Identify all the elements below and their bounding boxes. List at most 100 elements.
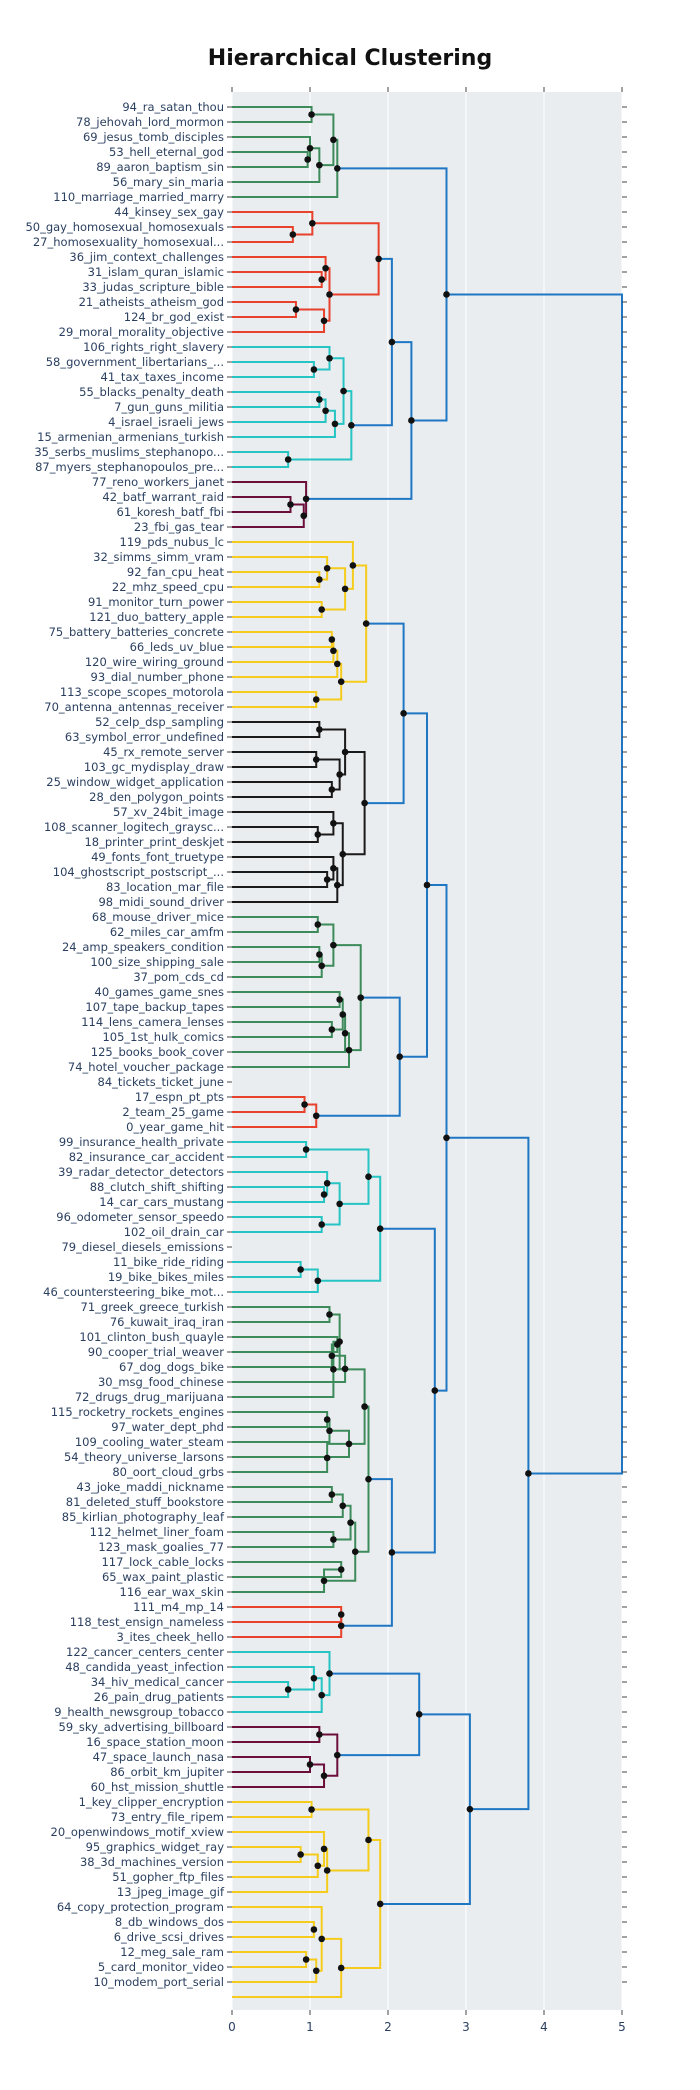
merge-node-I3: [320, 1772, 328, 1780]
leaf-label: 90_cooper_trial_weaver: [88, 1345, 224, 1359]
leaf-label: 0_year_game_hit: [126, 1120, 224, 1134]
merge-node-E3: [318, 962, 326, 970]
merge-node-D10: [334, 881, 341, 889]
leaf-label: 1_key_clipper_encryption: [79, 1795, 224, 1809]
merge-node-G15: [347, 1519, 354, 1526]
merge-node-G12: [328, 1491, 336, 1498]
leaf-label: 26_pain_drug_patients: [94, 1690, 224, 1704]
leaf-label: 100_size_shipping_sale: [90, 955, 224, 969]
merge-node-J13: [466, 1805, 474, 1813]
merge-node-J8: [302, 1956, 310, 1963]
merge-node-D3: [328, 786, 336, 793]
leaf-label: 50_gay_homosexual_homosexuals: [25, 220, 224, 234]
dendrogram-link-G21: [232, 1614, 343, 1638]
leaf-label: 43_joke_maddi_nickname: [76, 1480, 224, 1494]
merge-node-J1: [308, 1806, 315, 1813]
leaf-label: 101_clinton_bush_quayle: [79, 1330, 224, 1344]
merge-node-E10: [357, 994, 365, 1001]
leaf-label: 81_deleted_stuff_bookstore: [66, 1495, 224, 1509]
merge-node-D8: [323, 876, 331, 883]
leaf-label: 8_db_windows_dos: [115, 1915, 224, 1929]
merge-node-F9: [376, 1225, 384, 1233]
merge-node-E7: [339, 1011, 347, 1018]
leaf-label: 17_espn_pt_pts: [135, 1090, 224, 1104]
leaf-label: 94_ra_satan_thou: [122, 100, 224, 114]
leaf-label: 67_dog_dogs_bike: [119, 1360, 224, 1374]
leaf-label: 63_symbol_error_undefined: [65, 730, 224, 744]
leaf-label: 15_armenian_armenians_turkish: [37, 430, 224, 444]
merge-node-N: [375, 255, 382, 263]
leaf-label: 44_kinsey_sex_gay: [114, 205, 224, 219]
leaf-label: 72_drugs_drug_marijuana: [75, 1390, 224, 1404]
leaf-label: 12_meg_sale_ram: [120, 1945, 224, 1959]
leaf-label: 22_mhz_speed_cpu: [112, 580, 224, 594]
leaf-label: 103_gc_mydisplay_draw: [84, 760, 224, 774]
leaf-label: 122_cancer_centers_center: [66, 1645, 224, 1659]
merge-node-F8: [314, 1277, 322, 1285]
x-tick-label-0: 0: [228, 2020, 236, 2034]
merge-node-T: [340, 387, 347, 395]
merge-node-C3: [318, 606, 326, 613]
leaf-label: 33_judas_scripture_bible: [82, 280, 224, 294]
leaf-label: 65_wax_paint_plastic: [102, 1570, 224, 1584]
merge-node-D11: [339, 850, 347, 858]
leaf-label: 112_helmet_liner_foam: [90, 1525, 224, 1539]
merge-node-I1: [316, 1731, 323, 1738]
leaf-label: 10_modem_port_serial: [93, 1975, 224, 1989]
leaf-label: 21_atheists_atheism_god: [79, 295, 224, 309]
leaf-label: 37_pom_cds_cd: [133, 970, 224, 984]
leaf-label: 76_kuwait_iraq_iran: [110, 1315, 224, 1329]
merge-node-C9: [334, 660, 341, 668]
merge-node-G10: [323, 1454, 331, 1462]
leaf-label: 93_dial_number_phone: [91, 670, 225, 684]
merge-node-P: [326, 354, 333, 362]
leaf-label: 41_tax_taxes_income: [101, 370, 224, 384]
leaf-label: 35_serbs_muslims_stephanopo...: [34, 445, 224, 459]
merge-node-J6: [365, 1836, 372, 1844]
leaf-label: 30_msg_food_chinese: [98, 1375, 224, 1389]
leaf-label: 18_printer_print_deskjet: [84, 835, 224, 849]
merge-node-D1: [316, 726, 323, 733]
leaf-label: 89_aaron_baptism_sin: [96, 160, 224, 174]
leaf-label: 3_ites_cheek_hello: [116, 1630, 224, 1644]
leaf-label: 74_hotel_voucher_package: [68, 1060, 224, 1074]
merge-node-F6: [365, 1173, 372, 1180]
x-tick-label-5: 5: [618, 2020, 626, 2034]
merge-node-C7: [328, 636, 336, 643]
merge-node-E1: [314, 921, 322, 928]
merge-node-D4: [336, 771, 343, 778]
leaf-label: 96_odometer_sensor_speedo: [56, 1210, 224, 1224]
merge-node-C5: [349, 562, 357, 569]
leaf-label: 34_hiv_medical_cancer: [91, 1675, 225, 1689]
merge-node-E8: [341, 1029, 349, 1037]
merge-node-G16: [337, 1566, 345, 1573]
leaf-label: 36_jim_context_challenges: [69, 250, 224, 264]
leaf-label: 120_wire_wiring_ground: [85, 655, 224, 669]
merge-node-G14: [330, 1536, 337, 1543]
leaf-label: 16_space_station_moon: [86, 1735, 224, 1749]
merge-node-O: [310, 366, 318, 373]
merge-node-L: [320, 317, 328, 325]
x-tick-label-4: 4: [540, 2020, 548, 2034]
leaf-label: 32_simms_simm_vram: [93, 550, 224, 564]
merge-node-F4: [318, 1221, 326, 1228]
merge-node-G1: [326, 1311, 333, 1318]
merge-node-G18: [351, 1548, 359, 1555]
merge-node-J2: [297, 1851, 304, 1858]
leaf-label: 114_lens_camera_lenses: [81, 1015, 224, 1029]
merge-node-G17: [320, 1577, 328, 1585]
merge-node-J9: [312, 1967, 320, 1975]
leaf-label: 5_card_monitor_video: [98, 1960, 224, 1974]
merge-node-E: [330, 136, 337, 144]
merge-node-C: [306, 144, 314, 152]
leaf-label: 27_homosexuality_homosexual...: [33, 235, 224, 249]
leaf-label: 87_myers_stephanopoulos_pre...: [35, 460, 224, 474]
merge-node-C12: [362, 620, 370, 627]
merge-node-Y: [302, 495, 310, 503]
leaf-label: 57_xv_24bit_image: [113, 805, 224, 819]
merge-node-C4: [341, 585, 349, 593]
leaf-label: 82_insurance_car_accident: [69, 1150, 225, 1164]
merge-node-J10: [318, 1935, 326, 1943]
x-tick-label-3: 3: [462, 2020, 470, 2034]
